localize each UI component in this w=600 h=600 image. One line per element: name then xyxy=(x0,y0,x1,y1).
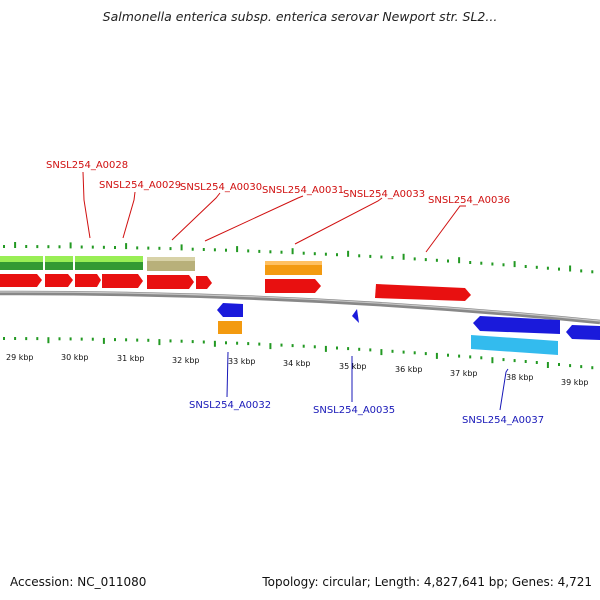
scale-label: 37 kbp xyxy=(450,369,478,378)
gene-label[interactable]: SNSL254_A0036 xyxy=(428,195,510,206)
feature-block-cyan[interactable] xyxy=(471,335,558,355)
reverse-gene-track xyxy=(217,303,600,355)
forward-gene-track xyxy=(0,274,471,301)
scale-label: 36 kbp xyxy=(395,365,423,374)
gene-arrow[interactable] xyxy=(75,274,101,287)
gene-label[interactable]: SNSL254_A0037 xyxy=(462,415,544,426)
gene-arrow[interactable] xyxy=(196,276,212,289)
inner-tick-ring xyxy=(3,337,594,370)
scale-label: 29 kbp xyxy=(6,353,34,362)
feature-block[interactable] xyxy=(75,256,143,262)
scale-label: 33 kbp xyxy=(228,357,256,366)
map-title: Salmonella enterica subsp. enterica sero… xyxy=(102,9,498,24)
feature-block-khaki-top xyxy=(147,257,195,261)
gene-labels-top: SNSL254_A0028 SNSL254_A0029 SNSL254_A003… xyxy=(46,160,510,206)
scale-label: 32 kbp xyxy=(172,356,200,365)
gene-label[interactable]: SNSL254_A0028 xyxy=(46,160,128,171)
gene-arrow[interactable] xyxy=(102,274,143,288)
genome-backbone-highlight xyxy=(0,291,600,322)
callout-lines xyxy=(82,171,509,411)
outer-tick-ring xyxy=(3,242,594,274)
gene-arrow[interactable] xyxy=(45,274,73,287)
scale-label: 30 kbp xyxy=(61,353,89,362)
feature-block-orange[interactable] xyxy=(218,321,242,334)
gene-arrow-reverse[interactable] xyxy=(566,325,600,340)
gene-label[interactable]: SNSL254_A0033 xyxy=(343,189,425,200)
gene-arrow[interactable] xyxy=(147,275,194,289)
gene-label[interactable]: SNSL254_A0032 xyxy=(189,400,271,411)
scale-label: 31 kbp xyxy=(117,354,145,363)
gene-arrow[interactable] xyxy=(375,284,471,301)
gene-arrow-reverse[interactable] xyxy=(473,316,560,334)
feature-track-green xyxy=(0,256,322,275)
accession-text: Accession: NC_011080 xyxy=(10,575,147,589)
gene-label[interactable]: SNSL254_A0031 xyxy=(262,185,344,196)
gene-label[interactable]: SNSL254_A0035 xyxy=(313,405,395,416)
feature-block[interactable] xyxy=(45,256,73,262)
feature-block-orange-top xyxy=(265,261,322,265)
scale-label: 34 kbp xyxy=(283,359,311,368)
gene-arrow[interactable] xyxy=(0,274,42,287)
gene-labels-bottom: SNSL254_A0032 SNSL254_A0035 SNSL254_A003… xyxy=(189,400,544,426)
scale-label: 38 kbp xyxy=(506,373,534,382)
genome-backbone xyxy=(0,290,600,325)
scale-label: 35 kbp xyxy=(339,362,367,371)
gene-arrow-reverse[interactable] xyxy=(217,303,243,317)
gene-arrow[interactable] xyxy=(265,279,321,293)
gene-label[interactable]: SNSL254_A0030 xyxy=(180,182,262,193)
gene-arrow-reverse[interactable] xyxy=(352,309,359,323)
genome-summary-text: Topology: circular; Length: 4,827,641 bp… xyxy=(262,575,592,589)
scale-labels: 29 kbp 30 kbp 31 kbp 32 kbp 33 kbp 34 kb… xyxy=(6,353,589,387)
gene-label[interactable]: SNSL254_A0029 xyxy=(99,180,181,191)
scale-label: 39 kbp xyxy=(561,378,589,387)
feature-block[interactable] xyxy=(0,256,43,262)
